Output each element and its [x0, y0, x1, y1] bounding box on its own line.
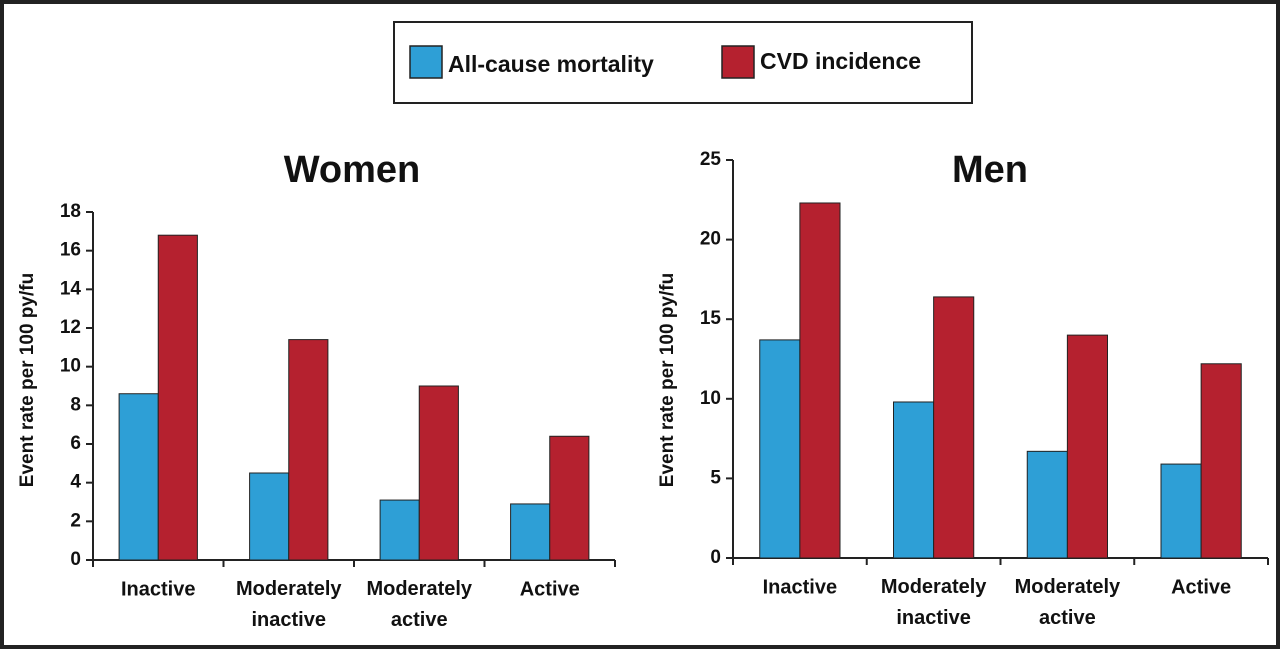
- y-tick-label: 10: [60, 356, 81, 377]
- legend-label: CVD incidence: [760, 48, 921, 74]
- y-axis-label: Event rate per 100 py/fu: [657, 273, 678, 487]
- x-tick-label: Inactive: [121, 578, 195, 600]
- bar: [288, 339, 329, 561]
- y-tick-label: 20: [700, 229, 721, 250]
- x-tick-label: Active: [1171, 576, 1231, 598]
- bar: [1066, 334, 1108, 559]
- bar: [157, 234, 198, 561]
- bar: [118, 393, 159, 561]
- y-tick-label: 8: [70, 394, 81, 415]
- y-tick-label: 0: [710, 547, 721, 568]
- y-tick-label: 5: [710, 467, 721, 488]
- x-tick-label: Moderately inactive: [236, 578, 342, 631]
- y-tick-label: 4: [70, 472, 81, 493]
- x-tick-label: Moderately active: [366, 578, 472, 631]
- x-tick-label: Inactive: [763, 576, 837, 598]
- legend-swatch: [409, 45, 443, 79]
- y-tick-label: 18: [60, 201, 81, 222]
- x-tick-label: Moderately active: [1015, 576, 1121, 629]
- bar: [418, 385, 459, 561]
- legend-box: [393, 21, 973, 104]
- y-tick-label: 25: [700, 149, 722, 170]
- bar: [1160, 463, 1202, 559]
- y-axis-label: Event rate per 100 py/fu: [17, 273, 38, 487]
- legend-swatch: [721, 45, 755, 79]
- bar: [1026, 450, 1068, 559]
- legend-label: All-cause mortality: [448, 51, 654, 77]
- y-tick-label: 12: [60, 317, 81, 338]
- x-tick-label: Active: [520, 578, 580, 600]
- y-tick-label: 14: [60, 278, 82, 299]
- y-tick-label: 16: [60, 240, 81, 261]
- bar: [799, 202, 841, 559]
- chart-title: Men: [952, 149, 1028, 191]
- bar: [379, 499, 420, 561]
- y-tick-label: 0: [70, 549, 81, 570]
- bar: [510, 503, 551, 561]
- y-tick-label: 6: [70, 433, 81, 454]
- bar: [1200, 363, 1242, 559]
- bar: [549, 435, 590, 561]
- bar: [759, 339, 801, 559]
- y-tick-label: 2: [70, 510, 81, 531]
- bar: [893, 401, 935, 559]
- chart-title: Women: [284, 149, 421, 191]
- bar: [249, 472, 290, 561]
- x-tick-label: Moderately inactive: [881, 576, 987, 629]
- bar: [933, 296, 975, 559]
- y-tick-label: 15: [700, 308, 722, 329]
- y-tick-label: 10: [700, 388, 721, 409]
